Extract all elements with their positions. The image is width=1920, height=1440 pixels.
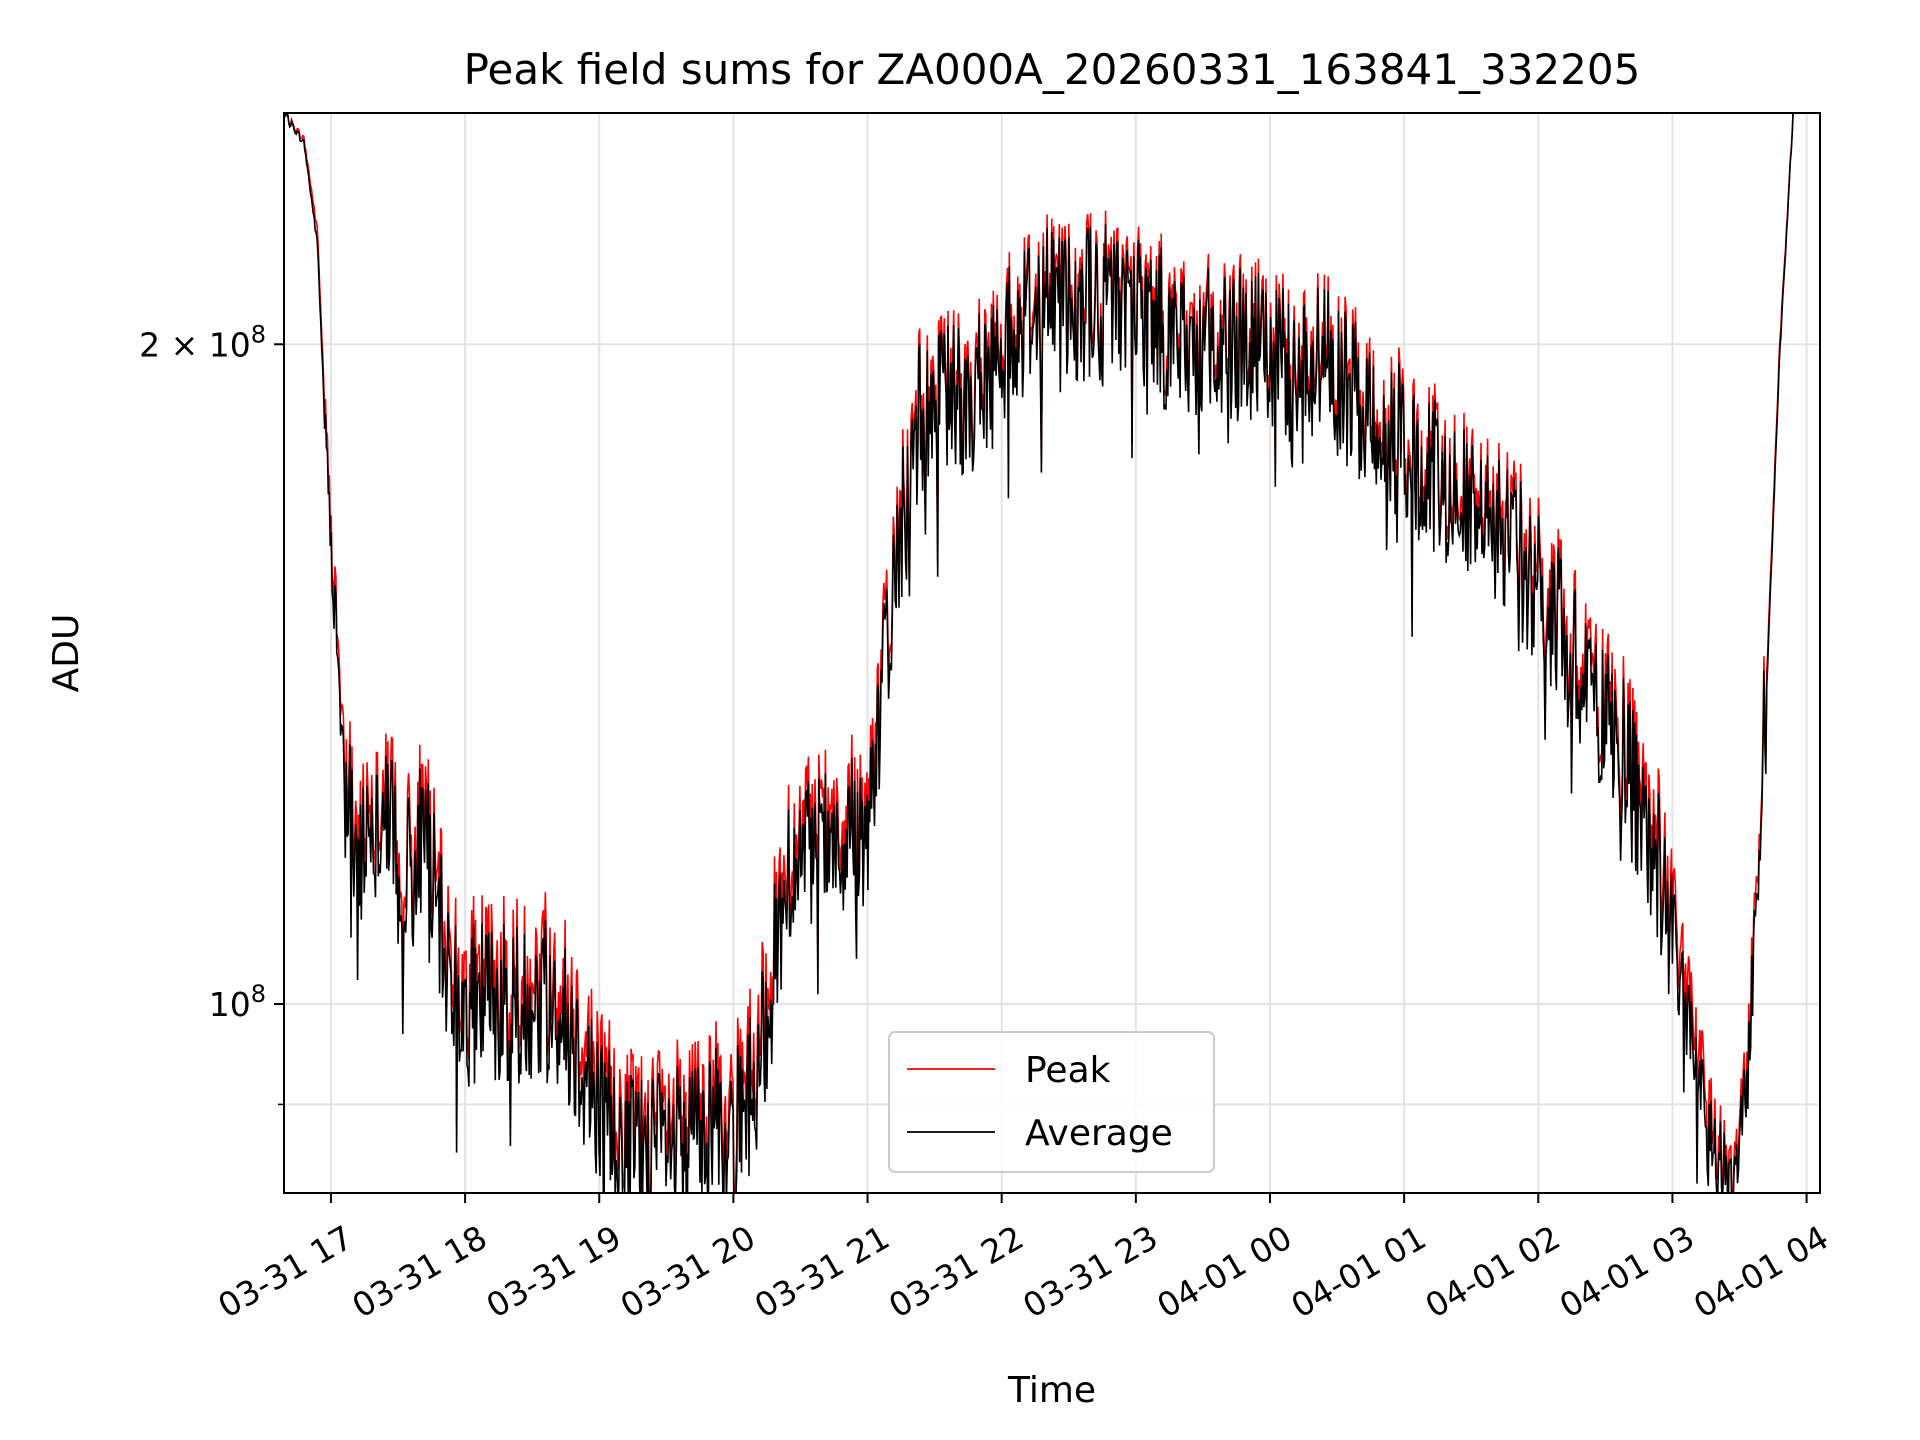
y-axis: 108 2 × 108: [139, 320, 284, 1106]
legend-label-average: Average: [1025, 1113, 1173, 1154]
y-axis-label: ADU: [46, 614, 87, 693]
chart-title: Peak field sums for ZA000A_20260331_1638…: [464, 45, 1641, 94]
x-axis-label: Time: [1007, 1370, 1096, 1411]
legend: Peak Average: [888, 1031, 1215, 1173]
plot-frame: [283, 112, 1821, 1194]
legend-box: [888, 1031, 1215, 1173]
legend-label-peak: Peak: [1025, 1050, 1111, 1091]
series-line-average: [284, 113, 1794, 1193]
y-tick-label: 108: [209, 980, 266, 1024]
y-tick-label: 2 × 108: [139, 320, 266, 364]
